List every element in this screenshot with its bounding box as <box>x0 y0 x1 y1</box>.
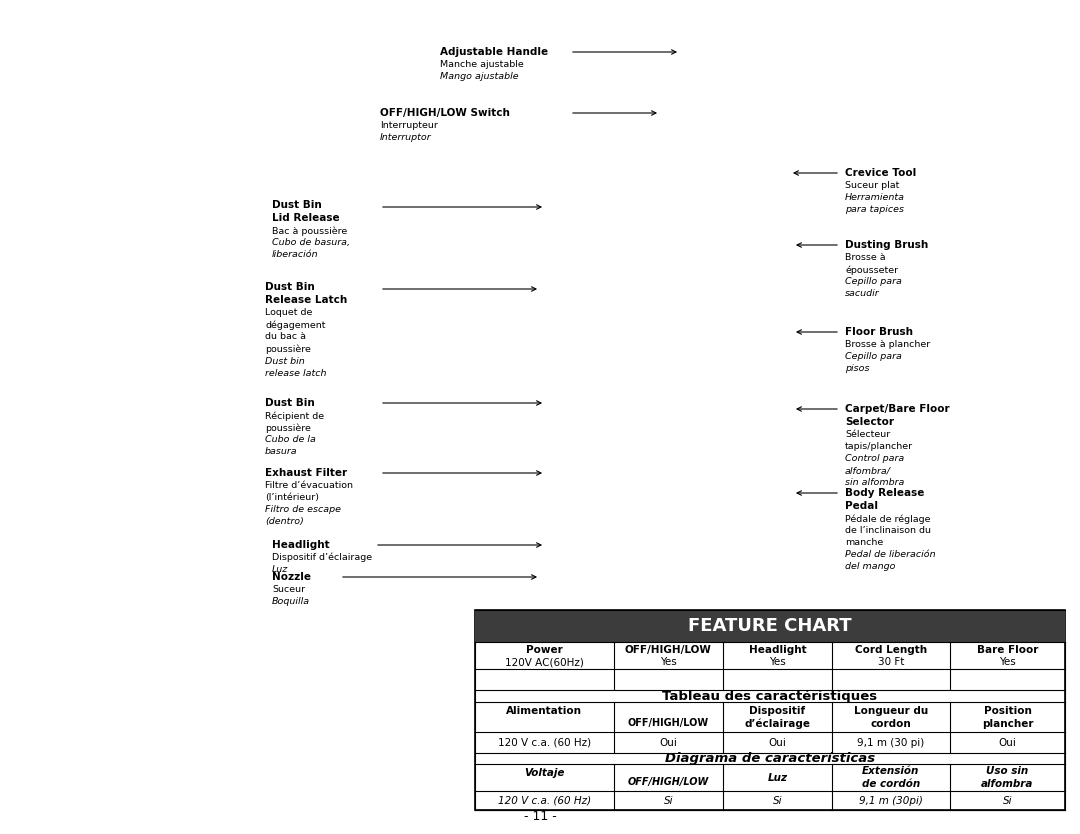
Text: Cord Length: Cord Length <box>855 646 927 656</box>
Text: sacudir: sacudir <box>845 289 879 298</box>
Text: Extensión
de cordón: Extensión de cordón <box>862 766 920 789</box>
Text: de l’inclinaison du: de l’inclinaison du <box>845 526 931 535</box>
Text: Sélecteur: Sélecteur <box>845 430 890 439</box>
Text: OFF/HIGH/LOW: OFF/HIGH/LOW <box>627 777 708 787</box>
Text: Yes: Yes <box>769 657 786 667</box>
Text: Interrupteur: Interrupteur <box>380 121 437 130</box>
Text: Voltaje: Voltaje <box>524 768 565 778</box>
Text: Cubo de basura,: Cubo de basura, <box>272 238 350 247</box>
Text: Release Latch: Release Latch <box>265 295 348 305</box>
Text: tapis/plancher: tapis/plancher <box>845 442 913 451</box>
Text: Dispositif d’éclairage: Dispositif d’éclairage <box>272 553 373 562</box>
Text: Dust Bin: Dust Bin <box>265 282 314 292</box>
Text: Si: Si <box>772 796 782 806</box>
Text: Herramienta: Herramienta <box>845 193 905 202</box>
Text: du bac à: du bac à <box>265 332 306 341</box>
Text: Diagrama de características: Diagrama de características <box>665 752 875 766</box>
Text: Headlight: Headlight <box>748 646 806 656</box>
Text: OFF/HIGH/LOW: OFF/HIGH/LOW <box>625 646 712 656</box>
Text: Position
plancher: Position plancher <box>982 706 1034 729</box>
Text: Pedal de liberación: Pedal de liberación <box>845 550 935 559</box>
Text: 30 Ft: 30 Ft <box>878 657 904 667</box>
Text: Pédale de réglage: Pédale de réglage <box>845 514 931 524</box>
Bar <box>475 610 1065 642</box>
Text: Uso sin
alfombra: Uso sin alfombra <box>982 766 1034 789</box>
Text: Mango ajustable: Mango ajustable <box>440 72 518 81</box>
Text: Boquilla: Boquilla <box>272 597 310 606</box>
Text: Control para: Control para <box>845 454 904 463</box>
Bar <box>475 610 1065 810</box>
Text: basura: basura <box>265 447 298 456</box>
Text: pisos: pisos <box>845 364 869 373</box>
Text: Pedal: Pedal <box>845 501 878 511</box>
Text: release latch: release latch <box>265 369 326 378</box>
Text: Bac à poussière: Bac à poussière <box>272 226 348 235</box>
Text: 120 V c.a. (60 Hz): 120 V c.a. (60 Hz) <box>498 796 591 806</box>
Text: poussière: poussière <box>265 423 311 433</box>
Text: Cepillo para: Cepillo para <box>845 352 902 361</box>
Text: Adjustable Handle: Adjustable Handle <box>440 47 549 57</box>
Text: Headlight: Headlight <box>272 540 329 550</box>
Text: Brosse à plancher: Brosse à plancher <box>845 340 930 349</box>
Text: Récipient de: Récipient de <box>265 411 324 420</box>
Text: sin alfombra: sin alfombra <box>845 478 904 487</box>
Text: Si: Si <box>663 796 673 806</box>
Text: Loquet de: Loquet de <box>265 308 312 317</box>
Text: (dentro): (dentro) <box>265 517 303 526</box>
Text: dégagement: dégagement <box>265 320 325 329</box>
Text: 9,1 m (30pi): 9,1 m (30pi) <box>859 796 923 806</box>
Text: OFF/HIGH/LOW Switch: OFF/HIGH/LOW Switch <box>380 108 510 118</box>
Text: liberación: liberación <box>272 250 319 259</box>
Text: Si: Si <box>1002 796 1012 806</box>
Text: Oui: Oui <box>999 738 1016 748</box>
Text: poussière: poussière <box>265 344 311 354</box>
Text: 120V AC(60Hz): 120V AC(60Hz) <box>504 657 584 667</box>
Text: Alimentation: Alimentation <box>507 706 582 716</box>
Text: Tableau des caractéristiques: Tableau des caractéristiques <box>662 690 878 703</box>
Text: Dust Bin: Dust Bin <box>265 398 314 408</box>
Text: Dispositif
d’éclairage: Dispositif d’éclairage <box>744 706 810 729</box>
Text: Oui: Oui <box>769 738 786 748</box>
Text: OFF/HIGH/LOW: OFF/HIGH/LOW <box>627 718 708 728</box>
Text: alfombra/: alfombra/ <box>845 466 891 475</box>
Text: Nozzle: Nozzle <box>272 572 311 582</box>
Text: FEATURE CHART: FEATURE CHART <box>688 617 852 635</box>
Text: Selector: Selector <box>845 417 894 427</box>
Text: 120 V c.a. (60 Hz): 120 V c.a. (60 Hz) <box>498 738 591 748</box>
Text: Interruptor: Interruptor <box>380 133 432 142</box>
Text: épousseter: épousseter <box>845 265 899 274</box>
Text: Cubo de la: Cubo de la <box>265 435 315 444</box>
Text: Suceur plat: Suceur plat <box>845 181 900 190</box>
Text: para tapices: para tapices <box>845 205 904 214</box>
Text: Lid Release: Lid Release <box>272 213 339 223</box>
Text: Filtre d’évacuation: Filtre d’évacuation <box>265 481 353 490</box>
Text: Power: Power <box>526 646 563 656</box>
Text: Suceur: Suceur <box>272 585 306 594</box>
Text: Dust Bin: Dust Bin <box>272 200 322 210</box>
Text: Filtro de escape: Filtro de escape <box>265 505 341 514</box>
Text: (l’intérieur): (l’intérieur) <box>265 493 319 502</box>
Text: Cepillo para: Cepillo para <box>845 277 902 286</box>
Text: Oui: Oui <box>659 738 677 748</box>
Text: Brosse à: Brosse à <box>845 253 886 262</box>
Text: Body Release: Body Release <box>845 488 924 498</box>
Text: Yes: Yes <box>660 657 676 667</box>
Text: del mango: del mango <box>845 562 895 571</box>
Text: Longueur du
cordon: Longueur du cordon <box>854 706 928 729</box>
Text: - 11 -: - 11 - <box>524 811 556 823</box>
Text: Luz: Luz <box>272 565 288 574</box>
Text: Luz: Luz <box>768 772 787 782</box>
Text: Exhaust Filter: Exhaust Filter <box>265 468 347 478</box>
Text: Yes: Yes <box>999 657 1016 667</box>
Text: Manche ajustable: Manche ajustable <box>440 60 524 69</box>
Text: Crevice Tool: Crevice Tool <box>845 168 916 178</box>
Text: Dust bin: Dust bin <box>265 357 305 366</box>
Text: manche: manche <box>845 538 883 547</box>
Text: 9,1 m (30 pi): 9,1 m (30 pi) <box>858 738 924 748</box>
Text: Bare Floor: Bare Floor <box>976 646 1038 656</box>
Text: Floor Brush: Floor Brush <box>845 327 913 337</box>
Text: Carpet/Bare Floor: Carpet/Bare Floor <box>845 404 949 414</box>
Text: Dusting Brush: Dusting Brush <box>845 240 928 250</box>
